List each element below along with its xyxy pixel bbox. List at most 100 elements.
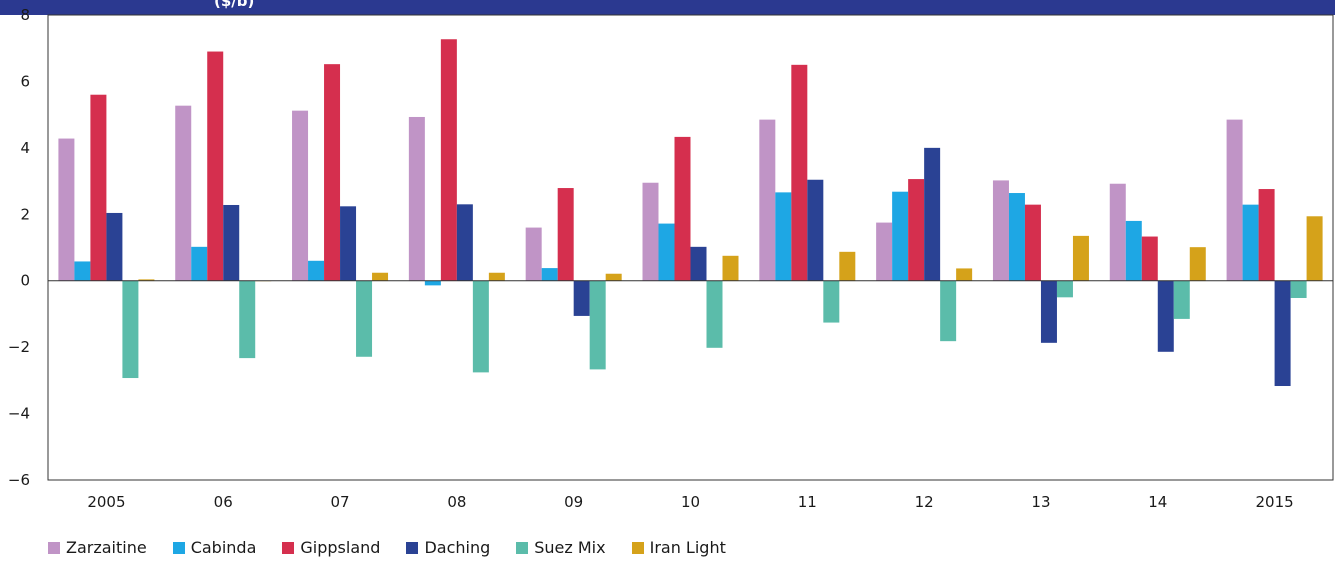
bar-cabinda-12	[892, 191, 909, 281]
bar-gippsland-12	[908, 179, 925, 281]
bar-daching-06	[223, 204, 240, 281]
bar-suez-mix-12	[940, 280, 957, 342]
plot-frame	[47, 14, 1334, 481]
legend-item: Gippsland	[282, 538, 380, 557]
y-tick-label: 0	[20, 272, 30, 290]
bar-iran-light-13	[1072, 235, 1089, 281]
bar-daching-2005	[106, 212, 123, 281]
bar-cabinda-13	[1008, 193, 1025, 281]
bar-cabinda-09	[541, 268, 558, 281]
y-tick-label: 8	[20, 6, 30, 24]
bar-suez-mix-07	[356, 280, 373, 357]
x-tick-label: 11	[798, 493, 817, 511]
bar-suez-mix-10	[706, 280, 723, 348]
x-tick-label: 13	[1031, 493, 1050, 511]
title-bar	[0, 0, 1335, 15]
x-tick-label: 14	[1148, 493, 1167, 511]
y-tick-label: 4	[20, 139, 30, 157]
bar-daching-12	[924, 147, 941, 281]
bar-iran-light-14	[1189, 247, 1206, 281]
bar-cabinda-11	[775, 192, 792, 281]
bar-gippsland-10	[674, 136, 691, 281]
bar-gippsland-14	[1141, 236, 1158, 281]
legend-label: Daching	[424, 538, 491, 557]
bar-gippsland-2015	[1258, 189, 1275, 281]
bar-cabinda-06	[191, 246, 208, 281]
x-axis: 2005 06 07 08 09 10 11 12 13 14 2015	[87, 493, 1293, 511]
bar-daching-09	[573, 280, 590, 316]
legend-label: Zarzaitine	[66, 538, 147, 557]
chart-title: ($/b)	[214, 0, 254, 10]
y-tick-label: −2	[8, 338, 30, 356]
bar-iran-light-2015	[1306, 216, 1323, 281]
bar-gippsland-09	[557, 188, 574, 281]
bar-cabinda-08	[424, 280, 441, 286]
bar-daching-07	[340, 206, 357, 281]
bar-suez-mix-09	[589, 280, 606, 370]
x-tick-label: 2005	[87, 493, 125, 511]
bar-zarzaitine-14	[1109, 183, 1126, 281]
x-tick-label: 10	[681, 493, 700, 511]
bar-daching-2015	[1274, 280, 1291, 387]
bar-suez-mix-13	[1056, 280, 1073, 298]
bar-zarzaitine-11	[759, 119, 776, 281]
bar-cabinda-2005	[74, 261, 91, 281]
bar-daching-08	[456, 204, 473, 281]
bar-iran-light-08	[488, 272, 505, 281]
bar-iran-light-09	[605, 273, 622, 281]
legend-label: Cabinda	[190, 538, 257, 557]
bar-daching-10	[690, 246, 707, 281]
legend-item: Cabinda	[172, 538, 257, 557]
legend-item: Iran Light	[631, 538, 726, 557]
bar-zarzaitine-2015	[1226, 119, 1243, 281]
legend-item: Suez Mix	[516, 538, 606, 557]
x-tick-label: 12	[915, 493, 934, 511]
x-tick-label: 06	[214, 493, 233, 511]
legend-label: Gippsland	[300, 538, 381, 557]
bar-iran-light-12	[956, 268, 973, 281]
x-tick-label: 07	[330, 493, 349, 511]
bar-suez-mix-14	[1173, 280, 1190, 319]
bar-zarzaitine-07	[292, 110, 309, 281]
bar-suez-mix-2015	[1290, 280, 1307, 298]
legend-item: Daching	[406, 538, 490, 557]
y-axis: 8 6 4 2 0 −2 −4 −6	[8, 6, 30, 489]
legend-label: Iran Light	[649, 538, 726, 557]
y-tick-label: −6	[8, 471, 30, 489]
bar-suez-mix-11	[823, 280, 840, 323]
bar-gippsland-11	[791, 64, 808, 281]
bar-suez-mix-2005	[122, 280, 139, 379]
bar-iran-light-11	[839, 251, 856, 281]
legend-swatch	[516, 541, 529, 554]
bar-zarzaitine-06	[175, 105, 192, 281]
bar-gippsland-08	[440, 39, 457, 281]
bar-zarzaitine-08	[408, 116, 425, 281]
bar-cabinda-10	[658, 223, 675, 281]
x-tick-label: 08	[447, 493, 466, 511]
bar-zarzaitine-09	[525, 227, 542, 281]
legend-swatch	[631, 541, 644, 554]
bar-daching-14	[1157, 280, 1174, 352]
y-tick-label: −4	[8, 405, 30, 423]
bar-gippsland-13	[1024, 204, 1041, 281]
bar-gippsland-2005	[90, 94, 107, 281]
x-tick-label: 09	[564, 493, 583, 511]
legend-swatch	[172, 541, 185, 554]
legend-label: Suez Mix	[534, 538, 606, 557]
bar-zarzaitine-13	[992, 180, 1009, 281]
bar-zarzaitine-10	[642, 182, 659, 281]
y-tick-label: 2	[20, 205, 30, 223]
bar-cabinda-14	[1125, 220, 1142, 281]
bar-zarzaitine-2005	[58, 138, 75, 281]
bar-gippsland-07	[324, 64, 341, 281]
bar-cabinda-2015	[1242, 204, 1259, 281]
bar-suez-mix-06	[239, 280, 256, 359]
bar-zarzaitine-12	[876, 222, 893, 281]
x-tick-label: 2015	[1255, 493, 1293, 511]
bar-iran-light-2005	[138, 279, 155, 281]
bar-cabinda-07	[308, 260, 325, 281]
bars	[58, 39, 1323, 387]
bar-iran-light-07	[372, 272, 389, 281]
y-tick-label: 6	[20, 72, 30, 90]
